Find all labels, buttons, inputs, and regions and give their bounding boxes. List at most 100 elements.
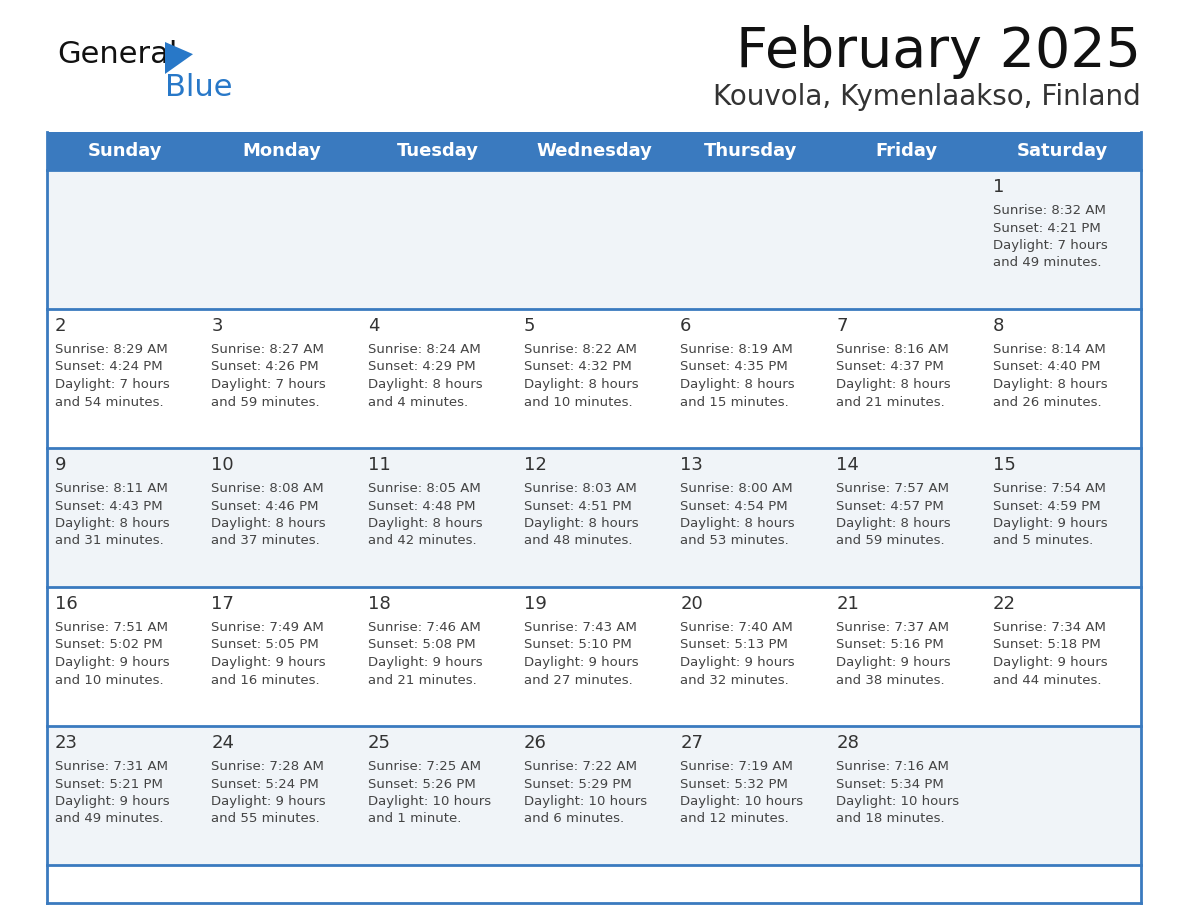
Text: Daylight: 10 hours: Daylight: 10 hours [681,795,803,808]
Text: and 55 minutes.: and 55 minutes. [211,812,320,825]
Text: Sunrise: 8:08 AM: Sunrise: 8:08 AM [211,482,324,495]
Text: 4: 4 [367,317,379,335]
Text: Daylight: 8 hours: Daylight: 8 hours [367,378,482,391]
Text: 21: 21 [836,595,859,613]
Bar [672,309,828,448]
Text: Sunset: 5:13 PM: Sunset: 5:13 PM [681,639,788,652]
Text: 26: 26 [524,734,546,752]
Bar [985,587,1140,726]
Text: Daylight: 9 hours: Daylight: 9 hours [836,656,952,669]
Text: Sunset: 4:21 PM: Sunset: 4:21 PM [993,221,1100,234]
Text: Sunset: 4:46 PM: Sunset: 4:46 PM [211,499,318,512]
Text: Sunrise: 7:25 AM: Sunrise: 7:25 AM [367,760,481,773]
Text: Daylight: 8 hours: Daylight: 8 hours [524,378,638,391]
Bar [985,448,1140,587]
Bar [672,170,828,309]
Text: Daylight: 9 hours: Daylight: 9 hours [993,517,1107,530]
Text: Daylight: 8 hours: Daylight: 8 hours [55,517,170,530]
Text: and 6 minutes.: and 6 minutes. [524,812,624,825]
Text: Sunset: 4:54 PM: Sunset: 4:54 PM [681,499,788,512]
Text: Daylight: 7 hours: Daylight: 7 hours [993,239,1107,252]
Text: 9: 9 [55,456,67,474]
Text: Sunset: 4:40 PM: Sunset: 4:40 PM [993,361,1100,374]
Text: Daylight: 8 hours: Daylight: 8 hours [993,378,1107,391]
Text: 24: 24 [211,734,234,752]
Text: Sunset: 4:51 PM: Sunset: 4:51 PM [524,499,632,512]
Bar [203,170,360,309]
Text: and 21 minutes.: and 21 minutes. [836,396,946,409]
Text: Sunset: 5:02 PM: Sunset: 5:02 PM [55,639,163,652]
Text: 16: 16 [55,595,77,613]
Text: and 26 minutes.: and 26 minutes. [993,396,1101,409]
Bar [828,587,985,726]
Text: Sunset: 4:43 PM: Sunset: 4:43 PM [55,499,163,512]
Text: Daylight: 8 hours: Daylight: 8 hours [681,378,795,391]
Bar [360,309,516,448]
Text: 19: 19 [524,595,546,613]
Text: Sunrise: 8:00 AM: Sunrise: 8:00 AM [681,482,792,495]
Bar [985,309,1140,448]
Text: Sunset: 5:18 PM: Sunset: 5:18 PM [993,639,1100,652]
Text: Sunrise: 7:51 AM: Sunrise: 7:51 AM [55,621,168,634]
Text: Daylight: 8 hours: Daylight: 8 hours [367,517,482,530]
Text: and 18 minutes.: and 18 minutes. [836,812,944,825]
Text: 12: 12 [524,456,546,474]
Text: 13: 13 [681,456,703,474]
Text: 10: 10 [211,456,234,474]
Text: Sunset: 4:32 PM: Sunset: 4:32 PM [524,361,632,374]
Text: Daylight: 9 hours: Daylight: 9 hours [55,795,170,808]
Text: Daylight: 9 hours: Daylight: 9 hours [211,795,326,808]
Text: Sunrise: 8:03 AM: Sunrise: 8:03 AM [524,482,637,495]
Text: and 10 minutes.: and 10 minutes. [524,396,632,409]
Text: Sunset: 4:35 PM: Sunset: 4:35 PM [681,361,788,374]
Text: 7: 7 [836,317,848,335]
Text: and 44 minutes.: and 44 minutes. [993,674,1101,687]
Text: 23: 23 [55,734,78,752]
Text: 20: 20 [681,595,703,613]
Text: Sunset: 5:34 PM: Sunset: 5:34 PM [836,778,944,790]
Text: Sunrise: 8:05 AM: Sunrise: 8:05 AM [367,482,480,495]
Text: Kouvola, Kymenlaakso, Finland: Kouvola, Kymenlaakso, Finland [713,83,1140,111]
Text: Sunset: 5:05 PM: Sunset: 5:05 PM [211,639,320,652]
Text: 14: 14 [836,456,859,474]
Text: Sunrise: 8:22 AM: Sunrise: 8:22 AM [524,343,637,356]
Text: Sunrise: 7:46 AM: Sunrise: 7:46 AM [367,621,480,634]
Bar [203,587,360,726]
Text: 5: 5 [524,317,536,335]
Text: and 27 minutes.: and 27 minutes. [524,674,632,687]
Text: and 59 minutes.: and 59 minutes. [211,396,320,409]
Text: Sunrise: 8:29 AM: Sunrise: 8:29 AM [55,343,168,356]
Text: and 42 minutes.: and 42 minutes. [367,534,476,547]
Bar [360,448,516,587]
Bar [516,587,672,726]
Text: Daylight: 9 hours: Daylight: 9 hours [211,656,326,669]
Bar [48,587,203,726]
Text: and 4 minutes.: and 4 minutes. [367,396,468,409]
Text: Daylight: 8 hours: Daylight: 8 hours [681,517,795,530]
Text: 17: 17 [211,595,234,613]
Text: Daylight: 9 hours: Daylight: 9 hours [993,656,1107,669]
Bar [985,726,1140,865]
Text: and 59 minutes.: and 59 minutes. [836,534,944,547]
Bar [828,170,985,309]
Bar [516,448,672,587]
Text: Thursday: Thursday [703,142,797,160]
Text: and 15 minutes.: and 15 minutes. [681,396,789,409]
Text: Blue: Blue [165,73,233,102]
Text: Sunrise: 8:24 AM: Sunrise: 8:24 AM [367,343,480,356]
Text: and 53 minutes.: and 53 minutes. [681,534,789,547]
Text: Sunset: 4:24 PM: Sunset: 4:24 PM [55,361,163,374]
Text: Daylight: 8 hours: Daylight: 8 hours [836,378,952,391]
Text: 28: 28 [836,734,859,752]
Text: Sunset: 5:24 PM: Sunset: 5:24 PM [211,778,320,790]
Text: Daylight: 9 hours: Daylight: 9 hours [524,656,638,669]
Text: Sunrise: 7:28 AM: Sunrise: 7:28 AM [211,760,324,773]
Text: Sunset: 5:08 PM: Sunset: 5:08 PM [367,639,475,652]
Text: 22: 22 [993,595,1016,613]
Text: 15: 15 [993,456,1016,474]
Text: Sunset: 5:21 PM: Sunset: 5:21 PM [55,778,163,790]
Text: Sunrise: 8:14 AM: Sunrise: 8:14 AM [993,343,1106,356]
Text: Sunday: Sunday [88,142,163,160]
Text: Wednesday: Wednesday [536,142,652,160]
Bar [828,448,985,587]
